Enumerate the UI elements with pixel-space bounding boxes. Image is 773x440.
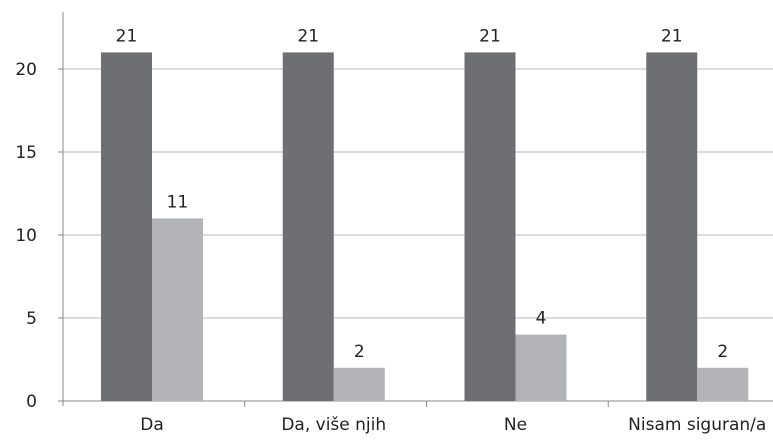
bar xyxy=(646,52,698,402)
y-tick-label: 20 xyxy=(15,60,37,80)
data-label: 11 xyxy=(167,192,189,212)
y-tick-label: 5 xyxy=(26,309,37,329)
x-category-label: Da xyxy=(140,415,164,435)
bar xyxy=(464,52,516,402)
y-tick-label: 0 xyxy=(26,392,37,412)
data-label: 21 xyxy=(479,26,501,46)
data-label: 2 xyxy=(354,342,365,362)
bar xyxy=(282,52,334,402)
bars xyxy=(101,52,749,402)
y-tick-label: 15 xyxy=(15,143,37,163)
x-category-label: Ne xyxy=(504,415,527,435)
bar xyxy=(697,367,749,401)
data-label: 21 xyxy=(297,26,319,46)
bar xyxy=(333,367,385,401)
data-label: 21 xyxy=(116,26,138,46)
labels: 0 5 10 15 20 21 11 Da 21 2 Da, više njih 21 4 Ne 21 2 Ni… xyxy=(15,26,766,435)
bar xyxy=(152,218,203,401)
data-label: 2 xyxy=(717,342,728,362)
y-tick-label: 10 xyxy=(15,226,37,246)
bar xyxy=(515,334,567,401)
data-label: 21 xyxy=(661,26,683,46)
data-label: 4 xyxy=(536,309,547,329)
x-category-label: Da, više njih xyxy=(281,415,386,435)
x-category-label: Nisam siguran/a xyxy=(628,415,766,435)
bar xyxy=(101,52,152,402)
